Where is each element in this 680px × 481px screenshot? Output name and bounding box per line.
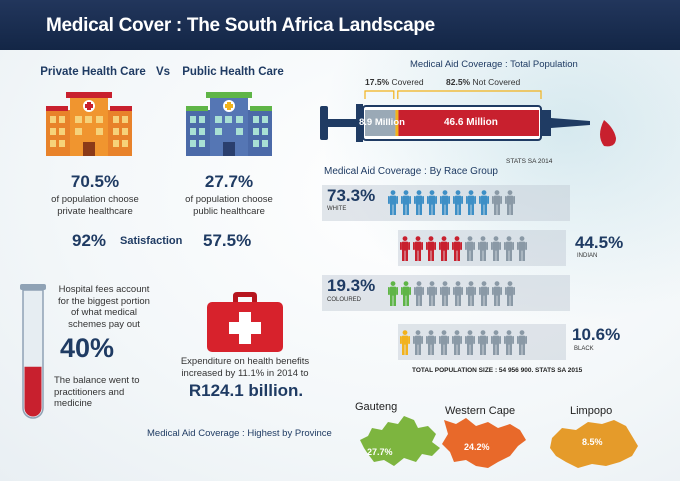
province-pct-limpopo: 8.5% bbox=[582, 437, 603, 447]
coverage-brackets bbox=[364, 90, 542, 99]
person-icon bbox=[427, 190, 437, 215]
gauteng-map-icon bbox=[360, 416, 440, 466]
satisfaction-label: Satisfaction bbox=[120, 235, 183, 247]
person-icon bbox=[492, 281, 502, 306]
province-name-western-cape: Western Cape bbox=[445, 405, 516, 417]
person-icon bbox=[504, 330, 514, 355]
race-pct-white: 73.3% bbox=[327, 186, 376, 205]
person-icon bbox=[440, 190, 450, 215]
person-icon bbox=[401, 190, 411, 215]
vs-label: Vs bbox=[155, 66, 171, 78]
province-pct-western-cape: 24.2% bbox=[464, 442, 490, 452]
person-icon bbox=[453, 281, 463, 306]
covered-value: 8.9 Million bbox=[359, 117, 405, 128]
private-hospital-icon bbox=[46, 92, 132, 156]
public-hospital-icon bbox=[186, 92, 272, 156]
person-icon bbox=[491, 330, 501, 355]
person-icon bbox=[466, 190, 476, 215]
race-pct-black: 10.6% bbox=[572, 325, 621, 344]
person-icon bbox=[388, 281, 398, 306]
person-icon bbox=[479, 281, 489, 306]
race-figures-white bbox=[388, 190, 515, 215]
western-cape-map-icon bbox=[442, 418, 526, 468]
private-description: of population choose private healthcare bbox=[51, 194, 139, 217]
race-label-black: BLACK bbox=[574, 346, 594, 352]
covered-percentage-label: 17.5% Covered bbox=[365, 77, 424, 87]
person-icon bbox=[400, 236, 410, 261]
public-description: of population choose public healthcare bbox=[185, 194, 273, 217]
person-icon bbox=[400, 330, 410, 355]
race-label-white: WHITE bbox=[327, 206, 347, 212]
page-title: Medical Cover : The South Africa Landsca… bbox=[46, 15, 435, 36]
person-icon bbox=[491, 236, 501, 261]
person-icon bbox=[426, 236, 436, 261]
expenditure-text: Expenditure on health benefits increased… bbox=[180, 356, 310, 379]
person-icon bbox=[465, 330, 475, 355]
coverage-title: Medical Aid Coverage : Total Population bbox=[410, 59, 578, 70]
province-name-gauteng: Gauteng bbox=[355, 401, 398, 413]
private-percentage: 70.5% bbox=[70, 172, 120, 191]
person-icon bbox=[414, 281, 424, 306]
race-figures-coloured bbox=[388, 281, 515, 306]
test-tube-icon bbox=[20, 284, 46, 419]
province-pct-gauteng: 27.7% bbox=[367, 447, 393, 457]
race-label-coloured: COLOURED bbox=[327, 297, 362, 303]
header-bar: Medical Cover : The South Africa Landsca… bbox=[0, 0, 680, 50]
balance-text: The balance went to practitioners and me… bbox=[54, 375, 140, 409]
hospital-fees-text: Hospital fees account for the biggest po… bbox=[58, 284, 150, 330]
province-name-limpopo: Limpopo bbox=[570, 405, 613, 417]
person-icon bbox=[452, 330, 462, 355]
person-icon bbox=[426, 330, 436, 355]
total-population: TOTAL POPULATION SIZE : 54 956 900. STAT… bbox=[412, 367, 583, 374]
race-label-indian: INDIAN bbox=[577, 253, 598, 259]
person-icon bbox=[478, 330, 488, 355]
person-icon bbox=[453, 190, 463, 215]
private-satisfaction: 92% bbox=[72, 231, 107, 250]
race-pct-indian: 44.5% bbox=[575, 233, 624, 252]
person-icon bbox=[504, 236, 514, 261]
person-icon bbox=[466, 281, 476, 306]
person-icon bbox=[413, 330, 423, 355]
person-icon bbox=[465, 236, 475, 261]
public-satisfaction: 57.5% bbox=[203, 231, 252, 250]
person-icon bbox=[440, 281, 450, 306]
person-icon bbox=[478, 236, 488, 261]
race-title: Medical Aid Coverage : By Race Group bbox=[324, 166, 498, 177]
first-aid-kit-icon bbox=[207, 292, 283, 352]
hospital-fees-percentage: 40% bbox=[60, 333, 115, 363]
person-icon bbox=[388, 190, 398, 215]
person-icon bbox=[492, 190, 502, 215]
person-icon bbox=[401, 281, 411, 306]
person-icon bbox=[505, 190, 515, 215]
private-title: Private Health Care bbox=[40, 66, 146, 78]
public-title: Public Health Care bbox=[182, 66, 284, 78]
expenditure-amount: R124.1 billion. bbox=[188, 381, 304, 400]
person-icon bbox=[413, 236, 423, 261]
person-icon bbox=[414, 190, 424, 215]
syringe-icon bbox=[320, 104, 616, 147]
limpopo-map-icon bbox=[550, 420, 638, 468]
person-icon bbox=[439, 236, 449, 261]
person-icon bbox=[427, 281, 437, 306]
person-icon bbox=[439, 330, 449, 355]
race-pct-coloured: 19.3% bbox=[327, 276, 376, 295]
person-icon bbox=[452, 236, 462, 261]
province-title: Medical Aid Coverage : Highest by Provin… bbox=[147, 428, 332, 439]
person-icon bbox=[517, 330, 527, 355]
person-icon bbox=[479, 190, 489, 215]
race-figures-black bbox=[400, 330, 527, 355]
person-icon bbox=[505, 281, 515, 306]
not-covered-value: 46.6 Million bbox=[444, 117, 498, 128]
public-percentage: 27.7% bbox=[204, 172, 254, 191]
race-figures-indian bbox=[400, 236, 527, 261]
person-icon bbox=[517, 236, 527, 261]
coverage-source: STATS SA 2014 bbox=[506, 158, 553, 165]
not-covered-percentage-label: 82.5% Not Covered bbox=[446, 77, 521, 87]
